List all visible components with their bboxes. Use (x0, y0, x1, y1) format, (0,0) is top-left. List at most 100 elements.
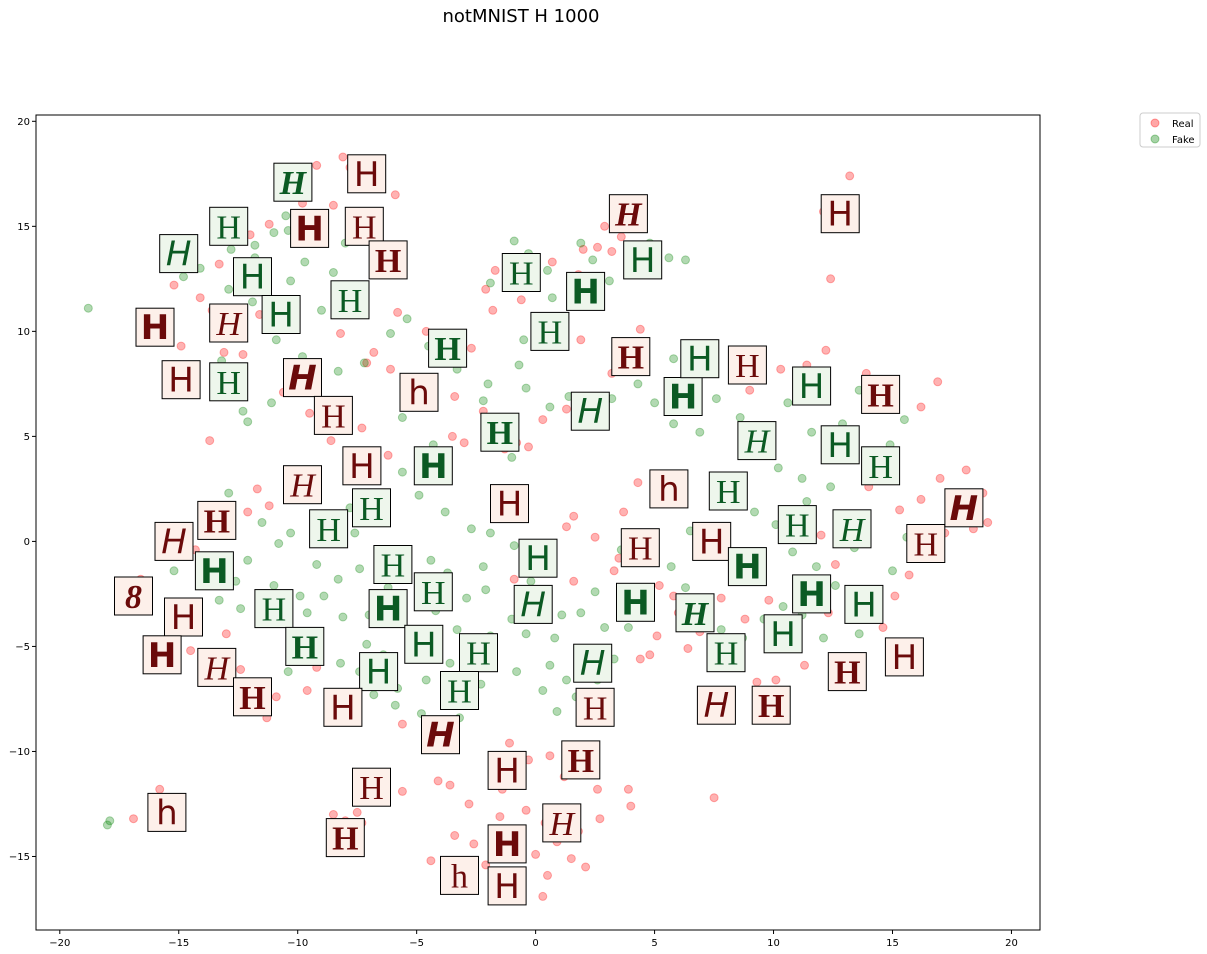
point-fake (169, 566, 179, 576)
point-real (569, 511, 579, 521)
thumbnail-glyph: H (381, 548, 406, 585)
point-fake (271, 335, 281, 345)
thumbnail-glyph: H (240, 258, 266, 298)
thumbnail-glyph: H (366, 653, 392, 693)
thumbnail-glyph: H (239, 680, 265, 717)
point-fake (778, 602, 788, 611)
point-fake (283, 667, 293, 677)
thumbnail-glyph: H (770, 615, 796, 655)
point-fake (397, 413, 407, 422)
thumbnail-glyph: H (839, 512, 867, 549)
point-fake (509, 541, 519, 551)
point-real (593, 784, 602, 794)
point-fake (274, 539, 284, 548)
point-real (821, 345, 831, 355)
point-real (362, 358, 372, 368)
point-real (369, 347, 379, 357)
thumbnail-frame (352, 488, 391, 528)
thumbnail-fake: H (663, 377, 703, 418)
thumbnail-frame (413, 572, 453, 612)
point-fake (590, 587, 600, 597)
point-fake (386, 329, 395, 338)
thumbnail-frame (161, 360, 201, 400)
thumbnail-glyph: H (292, 629, 318, 666)
thumbnail-real: H (575, 687, 615, 727)
point-fake (452, 625, 462, 635)
thumbnail-fake: H (459, 633, 498, 673)
point-real (826, 274, 836, 284)
point-real (490, 265, 500, 275)
thumbnail-glyph: H (630, 241, 656, 281)
thumbnail-frame (159, 234, 199, 274)
point-real (895, 505, 905, 515)
thumbnail-fake: H (623, 240, 663, 281)
x-tick-label: −10 (287, 938, 308, 949)
thumbnail-real: H (487, 750, 527, 791)
point-real (464, 799, 474, 809)
point-real (155, 784, 165, 794)
thumbnail-glyph: H (434, 331, 460, 368)
thumbnail-glyph: H (520, 585, 546, 625)
x-tick-label: 10 (767, 938, 780, 949)
point-real (890, 591, 900, 601)
thumbnail-glyph: H (580, 644, 606, 684)
thumbnail-glyph: h (408, 373, 430, 413)
thumbnail-glyph: H (426, 716, 454, 756)
thumbnail-real: H (323, 687, 363, 728)
thumbnail-frame (884, 637, 924, 677)
point-fake (588, 255, 598, 265)
point-fake (716, 625, 726, 635)
thumbnail-real: H (209, 303, 249, 343)
thumbnail-frame (254, 589, 294, 629)
thumbnail-glyph: H (352, 209, 377, 246)
thumbnail-glyph: H (148, 636, 176, 676)
thumbnail-glyph: H (568, 743, 594, 780)
point-fake (355, 564, 365, 574)
point-fake (319, 591, 329, 601)
point-real (383, 450, 393, 460)
thumbnail-real: H (154, 521, 194, 562)
point-fake (552, 707, 562, 716)
thumbnail-frame (692, 521, 732, 561)
y-tick-label: −15 (9, 852, 30, 863)
thumbnail-frame (352, 767, 391, 807)
point-real (933, 377, 943, 387)
legend-box (1139, 112, 1201, 148)
x-axis: −20 −15 −10 −5 0 5 10 15 20 (49, 930, 1018, 949)
thumbnail-fake: H (530, 311, 570, 351)
thumbnail-frame (696, 685, 736, 725)
point-fake (483, 379, 493, 389)
point-fake (83, 303, 93, 313)
point-real (195, 293, 205, 303)
x-tick-label: 5 (651, 938, 657, 949)
thumbnail-frame (285, 626, 325, 666)
thumbnail-frame (861, 374, 901, 414)
thumbnail-frame (561, 740, 601, 780)
thumbnail-frame (487, 866, 527, 906)
thumbnail-frame (154, 521, 194, 561)
thumbnail-glyph: H (494, 751, 520, 791)
thumbnail-fake: H (209, 206, 249, 246)
point-fake (338, 612, 348, 622)
point-fake (509, 236, 519, 246)
thumbnail-frame (490, 484, 529, 524)
x-tick-label: −20 (49, 938, 70, 949)
point-fake (238, 406, 248, 416)
point-fake (664, 253, 674, 263)
thumbnail-glyph: H (892, 638, 918, 678)
thumbnail-real: H (490, 484, 529, 525)
thumbnail-real: H (751, 685, 791, 725)
thumbnail-real: H (487, 824, 527, 865)
point-real (935, 473, 945, 483)
thumbnail-glyph: H (141, 308, 169, 348)
point-fake (681, 583, 690, 593)
thumbnail-frame (708, 471, 748, 511)
point-real (236, 665, 246, 674)
point-fake (826, 482, 836, 492)
point-real (635, 324, 645, 334)
thumbnail-glyph: H (262, 592, 287, 629)
thumbnail-glyph: H (868, 449, 893, 486)
point-real (459, 438, 469, 448)
point-fake (830, 581, 840, 590)
thumbnail-glyph: 8 (125, 579, 142, 616)
